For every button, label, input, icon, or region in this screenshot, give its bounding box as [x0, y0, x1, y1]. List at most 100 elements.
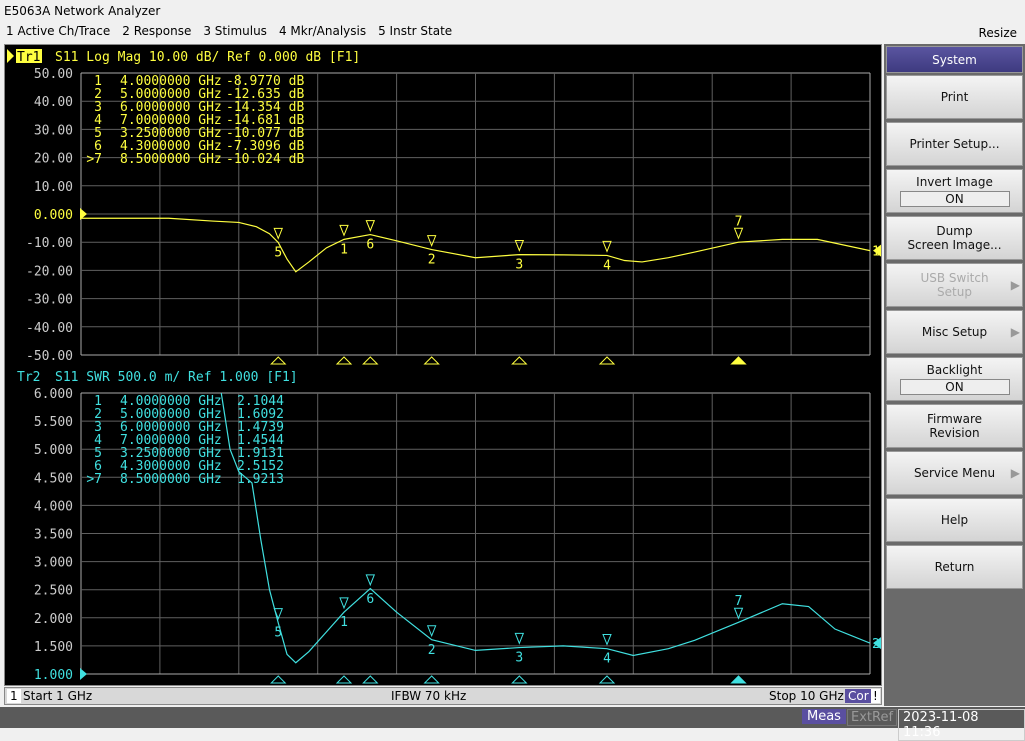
marker-3-icon [514, 239, 525, 252]
softkey-printer-setup[interactable]: Printer Setup... [886, 122, 1023, 166]
stop-frequency[interactable]: Stop 10 GHz [769, 689, 844, 703]
marker-label: 6 [366, 238, 374, 253]
y-tick-label: 40.00 [34, 95, 73, 110]
submenu-arrow-icon: ▶ [1010, 278, 1020, 292]
marker-frequency: 8.5000000 GHz [120, 152, 222, 167]
menu-mkr-analysis[interactable]: 4 Mkr/Analysis [278, 24, 367, 38]
bottom-bar: Meas ExtRef 2023-11-08 11:36 [0, 707, 1025, 741]
marker-frequency: 8.5000000 GHz [120, 472, 222, 487]
marker-value: -12.635 dB [226, 87, 304, 102]
y-tick-label: -50.00 [26, 349, 73, 364]
y-tick-label: 0.000 [34, 208, 73, 223]
marker-value: 1.9131 [237, 446, 284, 461]
marker-frequency: 5.0000000 GHz [120, 407, 222, 422]
softkey-label: Revision [929, 426, 980, 440]
marker-number: 6 [94, 139, 102, 154]
marker-value: -7.3096 dB [226, 139, 304, 154]
marker-4-icon [602, 240, 612, 253]
marker-number: 1 [94, 74, 102, 89]
marker-label: 4 [603, 651, 611, 666]
softkey-label: Misc Setup [921, 325, 988, 339]
marker-value: -14.681 dB [226, 113, 304, 128]
softkey-label: Backlight [926, 363, 983, 377]
marker-2-icon [426, 235, 437, 247]
y-tick-label: 5.500 [34, 415, 73, 430]
resize-button[interactable]: Resize [978, 26, 1017, 40]
marker-7-icon [733, 227, 744, 240]
marker-number: 2 [94, 87, 102, 102]
softkey-panel: System Print Printer Setup... Invert Image O… [884, 44, 1025, 706]
softkey-label: Print [940, 90, 969, 104]
marker-frequency: 3.2500000 GHz [120, 446, 222, 461]
softkey-service-menu[interactable]: Service Menu ▶ [886, 451, 1023, 495]
softkey-invert-image[interactable]: Invert Image ON [886, 169, 1023, 213]
softkey-dump-screen-image[interactable]: Dump Screen Image... [886, 216, 1023, 260]
marker-label: 1 [340, 615, 348, 630]
status-bar: 1 Start 1 GHz IFBW 70 kHz Stop 10 GHz Co… [4, 687, 882, 705]
softkey-label: Printer Setup... [909, 137, 1000, 151]
softkey-label: USB Switch [920, 271, 989, 285]
menu-stimulus[interactable]: 3 Stimulus [203, 24, 267, 38]
softkey-help[interactable]: Help [886, 498, 1023, 542]
y-tick-label: 2.500 [34, 584, 73, 599]
trace-end-label: 2 [872, 637, 880, 652]
marker-label: 3 [515, 257, 523, 272]
trace-end-label: 1 [872, 245, 880, 260]
ifbw[interactable]: IFBW 70 kHz [391, 689, 467, 703]
marker-position-icon [270, 356, 287, 365]
y-tick-label: 1.000 [34, 668, 73, 683]
marker-position-icon [335, 356, 353, 365]
softkey-label: Firmware [927, 412, 982, 426]
marker-number: 5 [94, 446, 102, 461]
trace-line [220, 393, 870, 664]
marker-frequency: 7.0000000 GHz [120, 433, 222, 448]
marker-frequency: 4.0000000 GHz [120, 394, 222, 409]
warning-badge: ! [871, 689, 880, 703]
marker-position-icon [511, 356, 528, 365]
softkey-backlight[interactable]: Backlight ON [886, 357, 1023, 401]
softkey-usb-switch-setup[interactable]: USB Switch Setup ▶ [886, 263, 1023, 307]
marker-position-icon [362, 356, 379, 365]
marker-position-icon [598, 356, 616, 365]
marker-1-icon [339, 597, 349, 610]
softkey-print[interactable]: Print [886, 75, 1023, 119]
marker-number: 4 [94, 433, 102, 448]
trace-line [81, 217, 870, 273]
softkey-return[interactable]: Return [886, 545, 1023, 589]
marker-position-icon [511, 675, 528, 684]
menu-response[interactable]: 2 Response [122, 24, 192, 38]
plot-svg: 50.00 40.00 30.00 20.00 10.00 0.000 -10.00 -20.… [7, 49, 881, 684]
menu-instr-state[interactable]: 5 Instr State [378, 24, 453, 38]
y-tick-label: -20.00 [26, 264, 73, 279]
marker-position-icon [335, 675, 353, 684]
channel-number: 1 [7, 689, 21, 703]
softkey-misc-setup[interactable]: Misc Setup ▶ [886, 310, 1023, 354]
marker-frequency: 6.0000000 GHz [120, 100, 222, 115]
y-tick-label: 5.000 [34, 443, 73, 458]
trace-title: S11 Log Mag 10.00 dB/ Ref 0.000 dB [F1] [55, 50, 360, 65]
marker-position-icon [362, 675, 379, 684]
marker-4-icon [602, 633, 612, 646]
menu-active-ch[interactable]: 1 Active Ch/Trace [6, 24, 111, 38]
y-tick-label: 1.500 [34, 640, 73, 655]
marker-label: 5 [274, 245, 282, 260]
start-frequency[interactable]: Start 1 GHz [23, 689, 93, 703]
datetime: 2023-11-08 11:36 [898, 709, 1025, 741]
y-tick-label: 6.000 [34, 387, 73, 402]
y-tick-label: 3.000 [34, 556, 73, 571]
marker-frequency: 4.3000000 GHz [120, 139, 222, 154]
menu-bar: 1 Active Ch/Trace 2 Response 3 Stimulus … [0, 24, 1025, 42]
marker-position-icon [270, 675, 287, 684]
marker-2-icon [426, 625, 437, 638]
marker-number: 2 [94, 407, 102, 422]
y-tick-label: -10.00 [26, 236, 73, 251]
marker-number: 1 [94, 394, 102, 409]
marker-value: 1.4739 [237, 420, 284, 435]
softkey-title: System [886, 46, 1023, 73]
marker-frequency: 7.0000000 GHz [120, 113, 222, 128]
extref-indicator: ExtRef [847, 709, 898, 726]
softkey-firmware-revision[interactable]: Firmware Revision [886, 404, 1023, 448]
marker-6-icon [365, 220, 376, 232]
softkey-label: Help [940, 513, 969, 527]
y-tick-label: 4.500 [34, 471, 73, 486]
